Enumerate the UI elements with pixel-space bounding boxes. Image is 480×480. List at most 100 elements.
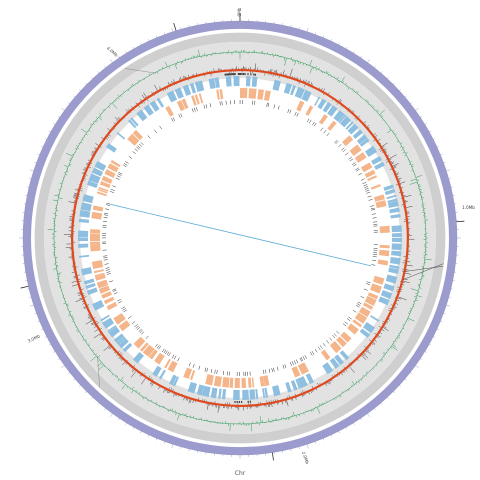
tick-mark [404,95,407,98]
reverse-cds-block [91,260,104,270]
tick-mark [171,444,174,449]
forward-cds-block [389,256,401,265]
tick-mark [367,59,371,63]
forward-cds-block [156,97,164,108]
reverse-cds-block [247,377,252,388]
tick-mark [433,138,436,140]
tick-mark [360,55,362,58]
reverse-cds-block [90,243,101,252]
dark-feature-mark [254,73,257,76]
reverse-cds-block [367,292,379,300]
forward-cds-block [362,321,376,334]
forward-cds-block [79,254,90,258]
forward-cds-block [101,317,115,329]
reverse-cds-block [222,376,230,388]
dark-feature-mark [226,73,229,76]
gc-content-track [63,63,415,413]
forward-cds-block [92,300,105,311]
reverse-cds-block [91,211,103,220]
dark-feature-mark [250,73,252,76]
reverse-cds-block [127,133,140,146]
forward-cds-block [194,80,205,93]
reverse-cds-block [297,362,309,375]
tick-mark [132,427,135,430]
forward-cds-block [290,85,296,96]
forward-cds-block [297,376,308,389]
tick-mark [140,431,142,434]
forward-cds-block [91,167,104,177]
links-track [97,68,444,388]
dark-feature-mark [225,73,227,76]
tick-mark [125,422,127,425]
tick-mark [180,27,182,30]
tick-mark [330,39,332,42]
tick-mark [29,178,32,180]
forward-cds-block [172,376,180,387]
forward-cds-block [251,76,258,87]
reverse-cds-block [142,344,155,357]
reverse-cds-block [189,369,196,381]
reverse-cds-block [352,319,363,328]
forward-cds-block [210,387,218,399]
reverse-cds-block [98,186,109,192]
reverse-cds-block [154,352,165,365]
tick-mark [79,89,81,91]
white-separator [33,31,447,445]
tick-mark [61,107,65,111]
reverse-cds-block [183,367,193,379]
tick-mark [91,77,93,79]
reverse-cds-block [103,296,115,305]
reverse-cds-block [375,200,387,209]
forward-cds-block [371,155,383,165]
reverse-cds-track [89,88,390,388]
reverse-cds-block [379,244,390,249]
size-label-3mb: 3.0Mb [27,333,41,343]
tick-mark [387,397,389,399]
reverse-cds-block [259,376,265,387]
tick-mark [399,89,401,91]
forward-cds-block [391,243,402,251]
tick-mark [67,372,70,374]
dark-feature-mark [247,400,249,403]
reverse-cds-block [379,225,390,233]
dark-feature-mark [231,73,233,76]
label-marker-tick [20,285,29,289]
label-marker-tick [271,452,274,461]
dark-feature-mark [228,73,231,76]
forward-cds-block [356,134,368,145]
reverse-cds-block [101,291,113,299]
accent-line [402,263,444,280]
size-label-2mb: 2.0Mb [301,451,310,465]
reverse-cds-block [167,360,178,373]
tick-mark [156,438,158,441]
dark-feature-mark [227,73,230,76]
forward-cds-block [233,389,240,400]
tick-mark [34,162,37,164]
forward-cds-block [221,389,227,400]
ideogram-ticks [19,13,465,461]
forward-cds-block [187,381,198,394]
tick-mark [148,434,150,437]
reverse-cds-block [90,241,101,245]
dark-feature-mark [249,400,252,403]
forward-cds-block [338,114,347,124]
forward-cds-block [128,119,137,129]
reverse-cds-block [296,100,305,112]
tick-mark [424,123,427,125]
tick-mark [53,123,56,125]
forward-cds-block [80,202,92,212]
forward-cds-block [359,328,371,338]
dark-feature-mark [224,73,226,76]
reverse-cds-block [305,105,314,116]
tick-mark [109,413,113,417]
reverse-cds-block [329,341,342,354]
forward-cds-block [79,209,91,218]
gc-content-ring [71,69,409,407]
forward-cds-block [345,121,354,130]
tick-mark [44,138,47,140]
tick-mark [67,102,70,104]
reverse-cds-block [93,269,104,274]
reverse-cds-block [205,374,214,386]
dark-feature-mark [238,72,241,76]
